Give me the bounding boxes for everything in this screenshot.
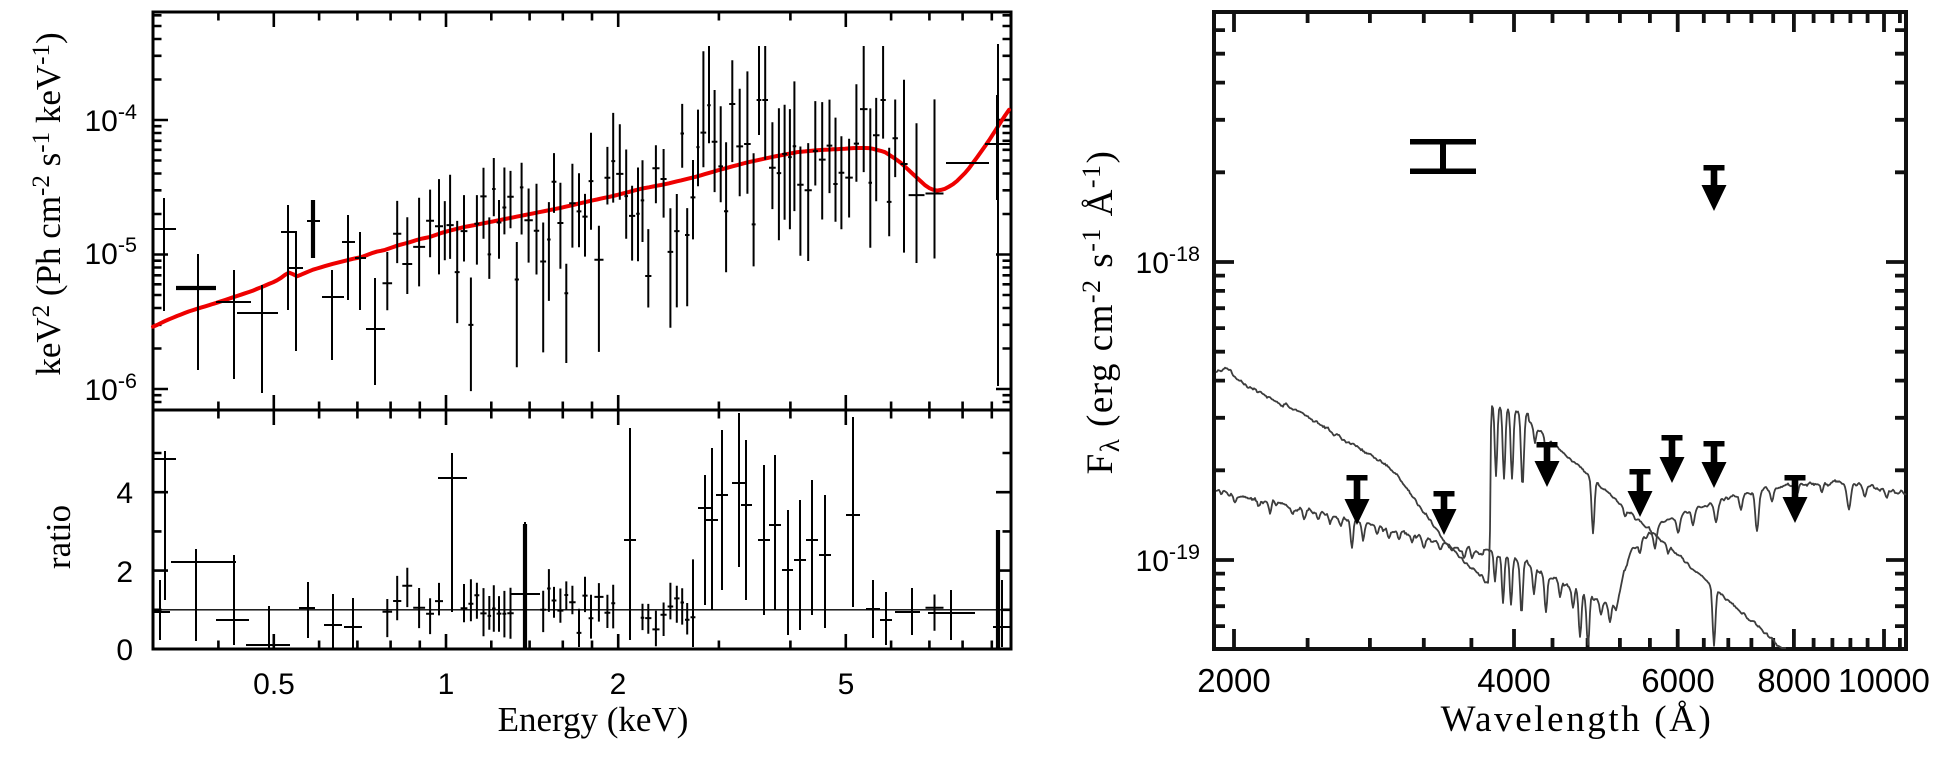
svg-text:2000: 2000 — [1197, 662, 1270, 699]
svg-text:4: 4 — [116, 477, 133, 510]
svg-text:Energy (keV): Energy (keV) — [498, 700, 689, 739]
svg-text:Wavelength (Å): Wavelength (Å) — [1441, 699, 1714, 740]
svg-text:6000: 6000 — [1641, 662, 1714, 699]
svg-text:1: 1 — [438, 668, 455, 701]
svg-text:0: 0 — [116, 634, 133, 667]
svg-text:2: 2 — [610, 668, 627, 701]
svg-text:2: 2 — [116, 556, 133, 589]
svg-text:keV2 (Ph cm-2 s-1 keV-1): keV2 (Ph cm-2 s-1 keV-1) — [28, 32, 68, 375]
svg-text:5: 5 — [838, 668, 855, 701]
svg-text:8000: 8000 — [1757, 662, 1830, 699]
svg-text:ratio: ratio — [39, 505, 78, 569]
svg-text:0.5: 0.5 — [253, 668, 295, 701]
svg-text:10000: 10000 — [1838, 662, 1930, 699]
svg-text:10-18: 10-18 — [1136, 242, 1200, 280]
svg-text:Fλ (erg cm-2 s-1 Å-1): Fλ (erg cm-2 s-1 Å-1) — [1077, 150, 1125, 475]
svg-text:4000: 4000 — [1477, 662, 1550, 699]
